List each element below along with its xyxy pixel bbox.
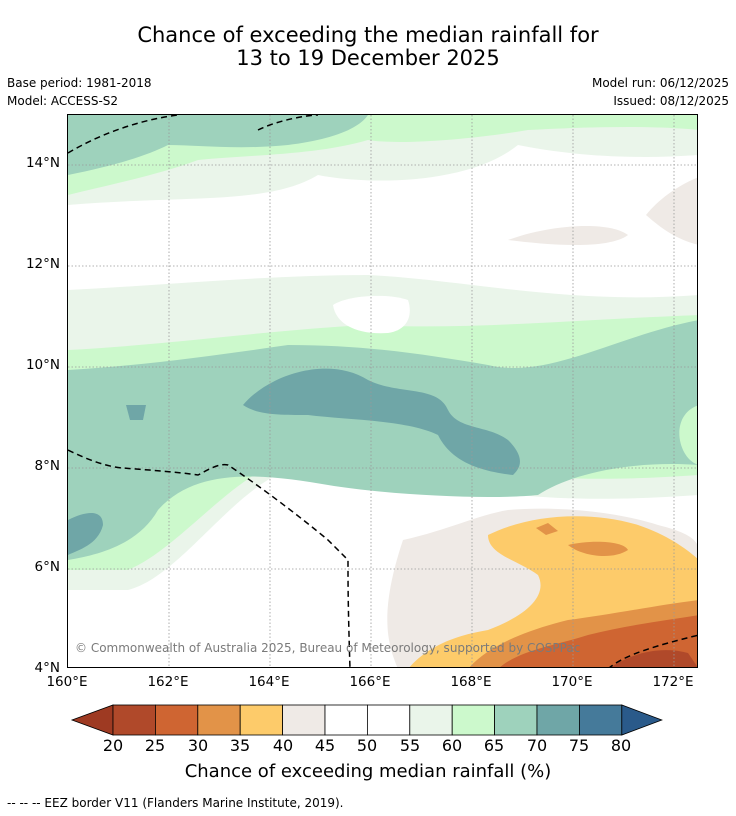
contour-orange-spot-2	[536, 523, 558, 535]
title-line-1: Chance of exceeding the median rainfall …	[137, 23, 599, 47]
colorbar-segment	[112, 704, 156, 736]
lat-label: 10°N	[25, 357, 60, 373]
colorbar-segment	[451, 704, 496, 736]
lon-label: 164°E	[248, 674, 290, 690]
colorbar-label: 50	[356, 736, 378, 755]
colorbar-label: 20	[102, 736, 124, 755]
lon-label: 168°E	[450, 674, 492, 690]
colorbar-label: 60	[441, 736, 463, 755]
base-period: Base period: 1981-2018	[7, 76, 152, 90]
lat-label: 12°N	[25, 256, 60, 272]
model-name: Model: ACCESS-S2	[7, 94, 119, 108]
colorbar-label: 70	[526, 736, 548, 755]
colorbar-segment	[494, 704, 538, 736]
graticule	[68, 115, 697, 667]
colorbar-label: 35	[229, 736, 251, 755]
eez-border	[68, 115, 697, 667]
issued-date: Issued: 08/12/2025	[613, 94, 729, 108]
contour-beige-mid-right	[508, 225, 628, 245]
map-svg	[68, 115, 697, 667]
contour-dark-teal-spot	[126, 405, 146, 420]
contour-orange-darkest	[611, 650, 697, 667]
title-line-2: 13 to 19 December 2025	[236, 46, 500, 70]
colorbar-label: 65	[483, 736, 505, 755]
colorbar-label: 55	[399, 736, 421, 755]
colorbar-label: 40	[272, 736, 294, 755]
lon-label: 170°E	[551, 674, 593, 690]
lon-label: 166°E	[349, 674, 391, 690]
colorbar-label: 75	[568, 736, 590, 755]
contour-orange-spot	[568, 541, 628, 557]
contour-white-island	[333, 295, 410, 334]
copyright-notice: © Commonwealth of Australia 2025, Bureau…	[75, 641, 581, 655]
colorbar-segment	[536, 704, 580, 736]
colorbar-extend-low	[70, 704, 114, 736]
lon-label: 172°E	[652, 674, 694, 690]
lat-label: 14°N	[25, 155, 60, 171]
colorbar-segment	[578, 704, 623, 736]
contour-dark-teal-left	[68, 513, 103, 555]
contour-beige-top-right	[646, 177, 697, 245]
colorbar-segment	[324, 704, 368, 736]
colorbar-label: 30	[187, 736, 209, 755]
lon-label: 162°E	[147, 674, 189, 690]
contour-teal-mid	[68, 320, 697, 560]
colorbar-segment	[366, 704, 411, 736]
colorbar-extend-high	[621, 704, 663, 736]
rainfall-map	[67, 114, 698, 668]
colorbar-label: 25	[144, 736, 166, 755]
colorbar-label: 45	[314, 736, 336, 755]
colorbar-segment	[409, 704, 453, 736]
eez-footnote: -- -- -- EEZ border V11 (Flanders Marine…	[7, 796, 344, 810]
colorbar-title: Chance of exceeding median rainfall (%)	[184, 761, 552, 782]
model-run: Model run: 06/12/2025	[591, 76, 729, 90]
colorbar-segment	[197, 704, 241, 736]
colorbar-segment	[282, 704, 326, 736]
colorbar-label: 80	[610, 736, 632, 755]
lat-label: 8°N	[34, 458, 60, 474]
lat-label: 6°N	[34, 559, 60, 575]
colorbar-segment	[155, 704, 199, 736]
contour-dark-teal	[243, 368, 520, 475]
lon-label: 160°E	[46, 674, 88, 690]
lat-label: 4°N	[34, 660, 60, 676]
meta-right: Model run: 06/12/2025 Issued: 08/12/2025	[592, 74, 729, 110]
colorbar-segment	[239, 704, 283, 736]
colorbar	[70, 704, 663, 736]
meta-left: Base period: 1981-2018 Model: ACCESS-S2	[7, 74, 152, 110]
contour-teal-top	[68, 115, 368, 175]
